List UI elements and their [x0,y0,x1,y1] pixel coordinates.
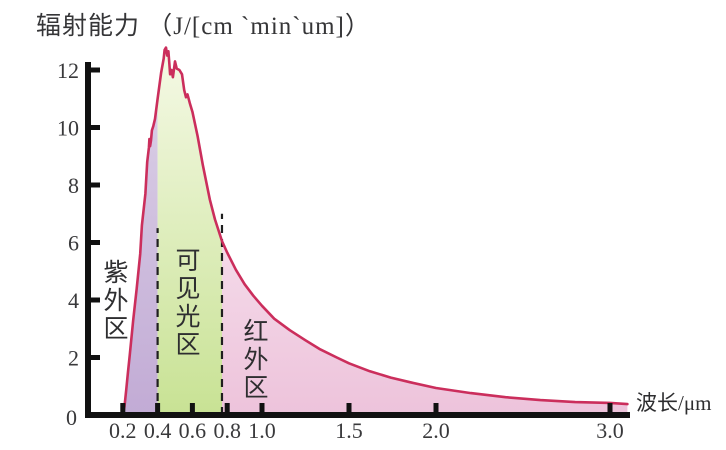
chart-title: 辐射能力 （J/[cm `min`um]） [36,13,371,40]
x-tick [189,403,195,412]
y-tick [91,182,100,188]
x-tick-label: 0.2 [109,418,137,443]
region-label-ultraviolet: 紫外区 [100,259,127,343]
origin-label: 0 [66,405,77,430]
x-tick [120,403,126,412]
axes [85,62,630,418]
y-tick [91,240,100,245]
region-fill-1 [157,47,222,415]
y-tick-label: 12 [57,58,79,83]
y-tick-label: 4 [68,288,79,313]
tick-marks [91,67,613,412]
y-tick [91,297,100,303]
y-axis-line [85,62,91,418]
radiation-curve [121,46,629,417]
y-tick-label: 8 [68,173,79,198]
x-tick-label: 0.4 [144,418,172,443]
region-fills [122,47,628,416]
x-tick-label: 3.0 [596,418,624,443]
x-tick-label: 1.0 [248,418,276,443]
x-tick-label: 0.8 [213,418,241,443]
region-label-infrared: 红外区 [240,318,267,402]
x-tick [155,403,161,412]
tick-labels: 0.2 0.4 0.6 0.8 1.0 1.5 2.0 3.0 2 4 6 8 10 12 0 [57,58,624,443]
y-tick [91,355,100,360]
y-tick [91,67,100,73]
x-tick [346,403,352,412]
x-tick [224,403,230,412]
boundary-dashes [156,213,224,415]
x-tick [433,403,439,412]
region-label-visible: 可见光区 [172,247,199,359]
x-tick [259,403,265,412]
x-axis-line [85,412,630,418]
y-tick-label: 2 [68,346,79,371]
x-tick-label: 0.6 [179,418,207,443]
x-tick-label: 2.0 [422,418,450,443]
x-axis-label: 波长/μm [636,391,712,415]
region-fill-2 [222,241,628,415]
x-tick [607,403,613,412]
y-tick [91,125,100,130]
y-tick-label: 10 [57,116,79,141]
y-tick-label: 6 [68,231,79,256]
x-tick-label: 1.5 [335,418,363,443]
